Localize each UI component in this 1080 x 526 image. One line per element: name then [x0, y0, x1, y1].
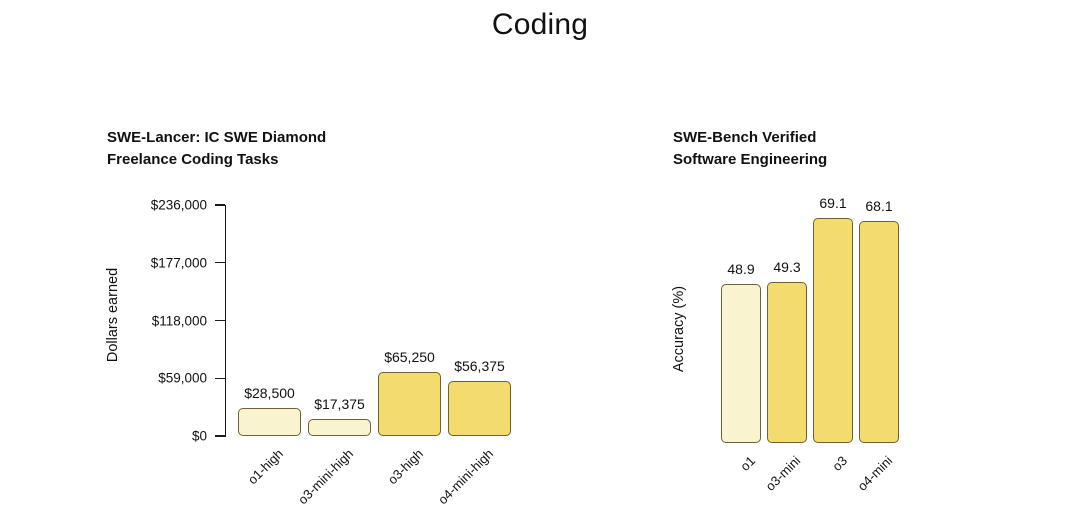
bar-o4-mini — [859, 220, 899, 443]
bar-value-label: 49.3 — [773, 259, 801, 276]
bar-value-label: $28,500 — [244, 385, 295, 402]
bar-value-label: $65,250 — [384, 349, 435, 366]
bar-value-label: $17,375 — [314, 395, 365, 412]
chart-title-swe-bench: SWE-Bench Verified Software Engineering — [673, 129, 828, 168]
x-axis-label-o4-mini: o4-mini — [854, 453, 896, 494]
page-title: Coding — [491, 8, 589, 41]
y-axis-tick-label: $118,000 — [151, 313, 207, 328]
bar-o3-high — [378, 372, 441, 436]
bar-value-label: $56,375 — [454, 357, 505, 374]
x-axis-label-o1: o1 — [736, 453, 758, 474]
bar-value-label: 68.1 — [865, 197, 893, 214]
y-axis-tick-label: $236,000 — [150, 197, 207, 213]
bar-o3-mini-high — [308, 418, 371, 436]
bar-o1-high — [238, 408, 301, 436]
bar-o3-mini — [767, 282, 807, 443]
y-axis-tick — [215, 377, 225, 379]
y-axis-tick — [215, 435, 225, 437]
y-axis-tick-label: $177,000 — [150, 255, 207, 271]
bar-o3 — [813, 217, 853, 443]
y-axis-line — [225, 205, 227, 437]
x-axis-label-o3-mini: o3-mini — [762, 453, 804, 494]
y-axis-tick — [215, 319, 225, 322]
bar-o4-mini-high — [448, 380, 511, 436]
bar-value-label: 69.1 — [819, 194, 847, 211]
y-axis-tick-label: $59,000 — [158, 370, 207, 386]
y-axis-tick-label: $0 — [191, 428, 207, 444]
bar-value-label: 48.9 — [727, 260, 755, 277]
bar-o1 — [721, 283, 761, 443]
y-axis-tick — [215, 262, 225, 264]
chart-title-swe-lancer: SWE-Lancer: IC SWE Diamond Freelance Cod… — [107, 129, 327, 168]
y-axis-tick — [215, 204, 225, 206]
x-axis-label-o3: o3 — [828, 453, 850, 474]
